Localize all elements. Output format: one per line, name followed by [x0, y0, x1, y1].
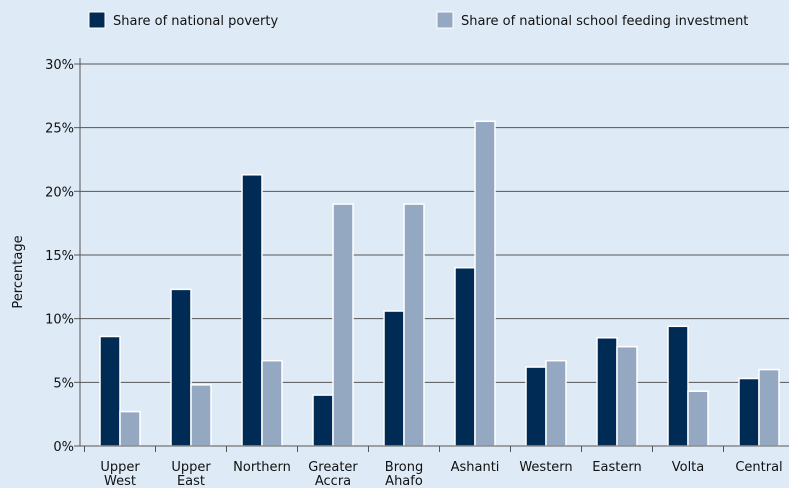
bar-poverty — [596, 337, 618, 447]
bar-poverty — [525, 366, 547, 447]
bar-investment — [119, 410, 141, 447]
x-category-label: Accra — [315, 474, 351, 488]
bar-investment — [758, 368, 780, 447]
bars — [99, 120, 780, 447]
bar-poverty — [170, 288, 192, 447]
y-axis-label: Percentage — [11, 235, 26, 308]
legend-swatch — [88, 11, 106, 29]
bar-investment — [403, 203, 425, 447]
bar-poverty — [738, 377, 760, 447]
x-category-label: Western — [519, 460, 572, 475]
legend-swatch — [436, 11, 454, 29]
bar-poverty — [454, 266, 476, 447]
y-tick-label: 10% — [45, 313, 74, 328]
x-category-label: Upper — [171, 460, 211, 475]
y-tick-label: 20% — [45, 185, 74, 200]
x-category-label: Central — [735, 460, 782, 475]
bar-investment — [261, 359, 283, 447]
y-tick-label: 0% — [53, 440, 74, 455]
bar-poverty — [99, 335, 121, 447]
y-tick-label: 15% — [45, 249, 74, 264]
y-tick-label: 25% — [45, 122, 74, 137]
x-category-label: West — [104, 474, 136, 488]
x-category-label: Eastern — [592, 460, 641, 475]
bar-poverty — [312, 394, 334, 447]
bar-poverty — [667, 325, 689, 447]
x-category-label: East — [177, 474, 205, 488]
bar-poverty — [241, 174, 263, 447]
bar-investment — [687, 390, 709, 447]
legend: Share of national poverty Share of nation… — [88, 11, 748, 29]
bar-investment — [332, 203, 354, 447]
bar-poverty — [383, 310, 405, 447]
x-category-label: Volta — [672, 460, 705, 475]
legend-label: Share of national poverty — [113, 14, 278, 29]
bar-investment — [616, 345, 638, 447]
y-tick-label: 30% — [45, 58, 74, 73]
x-category-label: Upper — [100, 460, 140, 475]
x-category-label: Northern — [233, 460, 291, 475]
x-category-label: Greater — [308, 460, 358, 475]
bar-investment — [190, 384, 212, 447]
x-category-label: Brong — [385, 460, 423, 475]
legend-label: Share of national school feeding investm… — [461, 14, 748, 29]
x-category-label: Ahafo — [385, 474, 423, 488]
bar-investment — [545, 359, 567, 447]
bar-investment — [474, 120, 496, 447]
y-axis: 0% 5% 10% 15% 20% 25% 30% — [45, 58, 81, 455]
x-category-label: Ashanti — [451, 460, 500, 475]
y-tick-label: 5% — [53, 376, 74, 391]
